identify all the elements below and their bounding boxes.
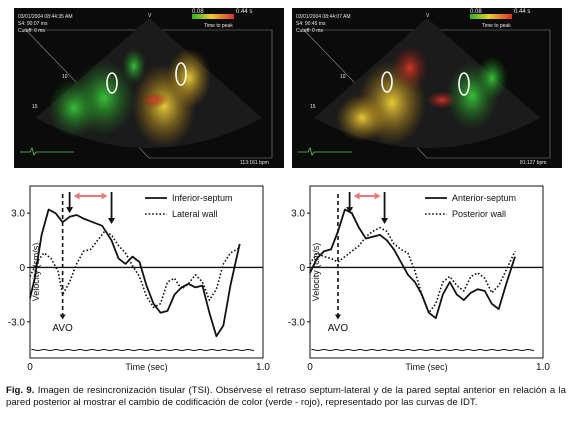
- x-axis-label: Time (sec): [405, 362, 447, 372]
- roi-ellipse-septum: [106, 72, 118, 94]
- legend-label: Posterior wall: [452, 209, 506, 219]
- top-marker: V: [148, 13, 152, 19]
- echo-green-region: [476, 56, 508, 100]
- ecg-reference-trace: [311, 348, 535, 352]
- plot-frame: [29, 185, 264, 359]
- scale-start-label: 0.08: [192, 9, 204, 15]
- scale-end-label: 0.44 s: [514, 9, 530, 15]
- caption-label: Fig. 9.: [6, 385, 35, 396]
- roi-ellipse-lateral: [175, 62, 187, 86]
- peak-arrowhead: [346, 207, 354, 214]
- echo-green-region: [122, 48, 146, 84]
- depth-mark-15: 15: [310, 104, 316, 110]
- caption-text: Imagen de resincronización tisular (TSI)…: [6, 385, 567, 408]
- ecg-reference-trace: [31, 348, 255, 352]
- echo-scan-left: 0.08 0.44 s Time to peak 03/01/2004 08:4…: [18, 9, 273, 166]
- depth-mark-15: 15: [32, 104, 38, 110]
- delay-arrowhead-right: [101, 192, 108, 200]
- y-tick-label: 3.0: [11, 209, 25, 220]
- avo-label: AVO: [328, 323, 349, 334]
- echo-red-region: [392, 46, 428, 90]
- echo-red-region: [140, 92, 168, 108]
- y-tick-label: -3.0: [8, 317, 25, 328]
- echo-scan-right: 0.08 0.44 s Time to peak 03/01/2004 08:4…: [296, 9, 551, 166]
- echo-green-region: [48, 78, 100, 138]
- x-tick-label: 1.0: [536, 362, 550, 373]
- heart-rate-label: 113:161 bpm: [240, 160, 269, 166]
- ecg-trace: [20, 146, 74, 156]
- scale-caption: Time to peak: [482, 23, 511, 29]
- delay-arrowhead-left: [353, 192, 360, 200]
- scale-caption: Time to peak: [204, 23, 233, 29]
- velocity-chart-svg: 3.0 0 -3.0 0 1.0 Time (sec) Velocity (cm/s) AVO…: [288, 185, 550, 373]
- echo-header-line-1: 03/01/2004 08:44:07 AM: [296, 14, 351, 20]
- y-axis-label: Velocity (cm/s): [311, 243, 321, 302]
- legend-label: Inferior-septum: [172, 193, 233, 203]
- velocity-chart-right: 3.0 0 -3.0 0 1.0 Time (sec) Velocity (cm/s) AVO…: [288, 180, 553, 380]
- x-axis-label: Time (sec): [125, 362, 167, 372]
- y-tick-label: 0: [19, 263, 25, 274]
- depth-mark-10: 10: [62, 74, 68, 80]
- series-line-posterior-wall: [309, 226, 516, 314]
- heart-rate-label: 81:127 bpm: [520, 160, 546, 166]
- scale-start-label: 0.08: [470, 9, 482, 15]
- x-tick-label: 1.0: [256, 362, 270, 373]
- peak-arrowhead: [108, 218, 116, 225]
- x-tick-label: 0: [307, 362, 313, 373]
- tsi-echo-image-right: 0.08 0.44 s Time to peak 03/01/2004 08:4…: [292, 8, 562, 168]
- velocity-chart-left: 3.0 0 -3.0 0 1.0 Time (sec) Velocity (cm/s) AVO…: [8, 180, 273, 380]
- echo-yellow-region: [336, 94, 388, 142]
- legend-label: Lateral wall: [172, 209, 218, 219]
- echo-header-line-3: Cutoff: 0 ms: [296, 28, 323, 34]
- top-marker: V: [426, 13, 430, 19]
- figure-caption: Fig. 9. Imagen de resincronización tisul…: [6, 385, 566, 409]
- tsi-echo-image-left: 0.08 0.44 s Time to peak 03/01/2004 08:4…: [14, 8, 284, 168]
- avo-arrowhead: [59, 314, 66, 320]
- series-line-inferior-septum: [29, 208, 241, 338]
- avo-label: AVO: [52, 323, 73, 334]
- depth-mark-10: 10: [340, 74, 346, 80]
- delay-arrowhead-left: [73, 192, 80, 200]
- roi-ellipse-posterior: [458, 72, 470, 96]
- echo-header-line-2: S4: 90:45 ms: [296, 21, 326, 27]
- x-tick-label: 0: [27, 362, 33, 373]
- echo-yellow-region: [167, 48, 211, 108]
- delay-arrowhead-right: [374, 192, 381, 200]
- time-to-peak-scale: [470, 14, 512, 19]
- y-tick-label: -3.0: [288, 317, 305, 328]
- peak-arrowhead: [381, 218, 389, 225]
- echo-header-line-2: S4: 90:07 ms: [18, 21, 48, 27]
- echo-header-line-3: Cutoff: 0 ms: [18, 28, 45, 34]
- peak-arrowhead: [66, 207, 74, 214]
- echo-header-line-1: 03/01/2004 08:44:35 AM: [18, 14, 73, 20]
- series-line-anterior-septum: [309, 208, 516, 320]
- scale-end-label: 0.44 s: [236, 9, 252, 15]
- avo-arrowhead: [334, 314, 341, 320]
- y-tick-label: 3.0: [291, 209, 305, 220]
- series-line-lateral-wall: [29, 230, 241, 309]
- legend-label: Anterior-septum: [452, 193, 516, 203]
- y-tick-label: 0: [299, 263, 305, 274]
- time-to-peak-scale: [192, 14, 234, 19]
- roi-ellipse-septum: [381, 71, 393, 93]
- ecg-trace: [298, 146, 352, 156]
